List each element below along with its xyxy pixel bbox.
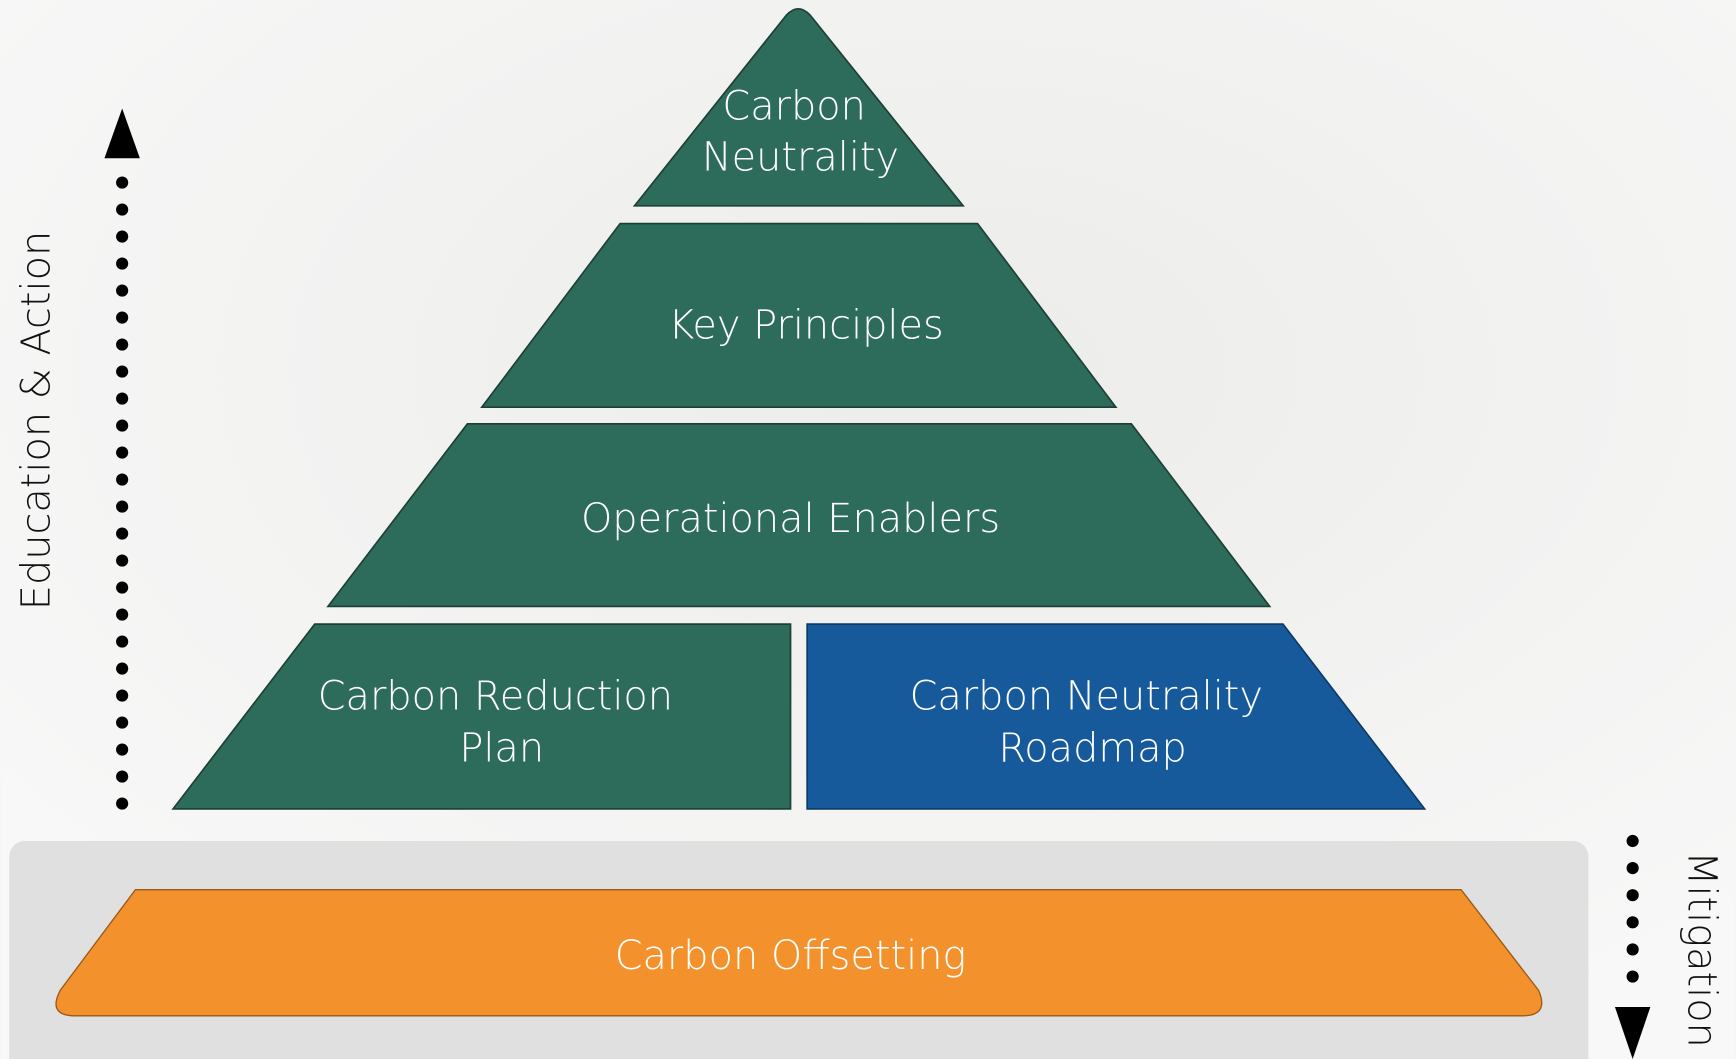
dot <box>116 474 128 486</box>
dot <box>116 501 128 513</box>
dot <box>116 771 128 783</box>
dot <box>1627 835 1639 847</box>
dot <box>116 798 128 810</box>
dot <box>116 447 128 459</box>
label-line: Carbon <box>722 83 865 129</box>
dot <box>116 744 128 756</box>
dot <box>1627 943 1639 955</box>
dot <box>116 690 128 702</box>
dot <box>116 636 128 648</box>
level-label: Key Principles <box>668 302 943 348</box>
label-line: Roadmap <box>998 725 1186 771</box>
label-line: Neutrality <box>702 134 899 180</box>
dot <box>116 285 128 297</box>
label-line: Plan <box>459 725 544 771</box>
label-line: Operational Enablers <box>581 496 1000 542</box>
dot <box>116 582 128 594</box>
dot <box>116 312 128 324</box>
dot <box>116 366 128 378</box>
dot <box>116 393 128 405</box>
dot <box>1627 889 1639 901</box>
label-line: Carbon Neutrality <box>910 673 1263 719</box>
dot <box>1627 916 1639 928</box>
dot <box>116 204 128 216</box>
dot <box>1627 970 1639 982</box>
dot <box>116 231 128 243</box>
axis-label: Education & Action <box>14 231 60 610</box>
dot <box>1627 862 1639 874</box>
label-line: Key Principles <box>668 302 943 348</box>
diagram: Carbon Neutrality Key Principles Operati… <box>0 0 1736 1059</box>
dot <box>116 339 128 351</box>
dot <box>116 177 128 189</box>
page: {"pyramid": { "levels": [ {"lines": ["Ca… <box>0 0 1736 1059</box>
dot <box>116 609 128 621</box>
dot <box>116 717 128 729</box>
dot <box>116 528 128 540</box>
level-label: Operational Enablers <box>581 496 1000 542</box>
dot <box>116 258 128 270</box>
dot <box>116 663 128 675</box>
base-label: Carbon Offsetting <box>615 933 967 979</box>
axis-label: Mitigation <box>1679 851 1725 1048</box>
dot <box>116 420 128 432</box>
label-line: Carbon Reduction <box>318 673 673 719</box>
dot <box>116 555 128 567</box>
